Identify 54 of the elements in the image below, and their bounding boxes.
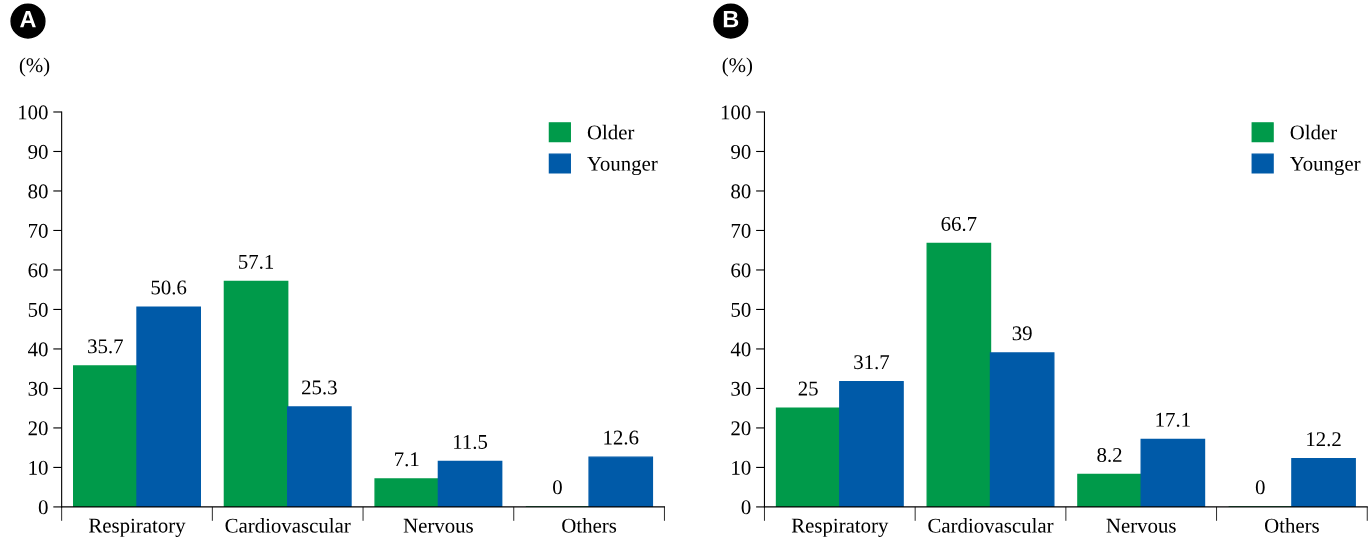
legend-label: Younger xyxy=(587,156,658,176)
y-tick-label: 60 xyxy=(28,263,48,278)
y-tick-label: 20 xyxy=(731,421,751,436)
chart-title: B xyxy=(723,11,739,28)
x-tick-label: Others xyxy=(562,518,617,533)
y-tick-label: 10 xyxy=(29,460,48,475)
y-axis-title: (%) xyxy=(19,57,50,77)
data-label: 25.3 xyxy=(302,380,337,395)
x-tick-label: Respiratory xyxy=(791,518,889,537)
data-label: 17.1 xyxy=(1156,412,1190,427)
y-tick-label: 50 xyxy=(731,302,751,317)
x-tick-label: Cardiovascular xyxy=(928,518,1054,533)
data-label: 0 xyxy=(553,480,562,495)
y-tick-label: 20 xyxy=(28,421,48,436)
data-label: 66.7 xyxy=(941,216,977,232)
y-tick-label: 90 xyxy=(731,144,751,159)
data-label: 25 xyxy=(798,381,818,396)
legend-label: Older xyxy=(587,124,635,140)
legend-label: Younger xyxy=(1289,156,1361,176)
y-tick-label: 40 xyxy=(28,342,48,357)
y-tick-label: 50 xyxy=(28,302,48,317)
chart-title: A xyxy=(20,11,36,28)
x-tick-label: Respiratory xyxy=(89,518,186,537)
y-tick-label: 100 xyxy=(721,105,751,120)
y-tick-label: 80 xyxy=(731,184,751,199)
data-label: 31.7 xyxy=(854,355,890,370)
y-tick-label: 0 xyxy=(38,500,48,515)
x-tick-label: Nervous xyxy=(403,518,473,533)
y-tick-label: 30 xyxy=(28,381,48,396)
data-label: 11.5 xyxy=(454,434,488,450)
y-tick-label: 10 xyxy=(732,460,751,475)
y-axis-title: (%) xyxy=(722,57,753,77)
y-tick-label: 30 xyxy=(731,381,751,396)
y-tick-label: 70 xyxy=(731,223,751,238)
data-label: 12.6 xyxy=(604,430,639,445)
data-label: 8.2 xyxy=(1097,447,1122,463)
data-label: 57.1 xyxy=(239,254,274,269)
y-tick-label: 60 xyxy=(731,263,751,278)
x-tick-label: Others xyxy=(1264,518,1319,533)
data-label: 12.2 xyxy=(1307,432,1341,447)
y-tick-label: 80 xyxy=(28,184,48,199)
y-tick-label: 0 xyxy=(741,500,751,515)
y-tick-label: 100 xyxy=(19,105,48,120)
data-label: 39 xyxy=(1012,326,1032,341)
y-tick-label: 40 xyxy=(730,342,751,357)
x-tick-label: Cardiovascular xyxy=(225,518,351,533)
data-label: 0 xyxy=(1255,480,1265,495)
y-tick-label: 90 xyxy=(28,144,48,159)
data-label: 35.7 xyxy=(88,339,123,354)
y-tick-label: 70 xyxy=(29,223,48,238)
data-label: 7.1 xyxy=(395,452,419,467)
legend-label: Older xyxy=(1290,124,1337,140)
x-tick-label: Nervous xyxy=(1106,518,1176,533)
data-label: 50.6 xyxy=(151,280,187,295)
